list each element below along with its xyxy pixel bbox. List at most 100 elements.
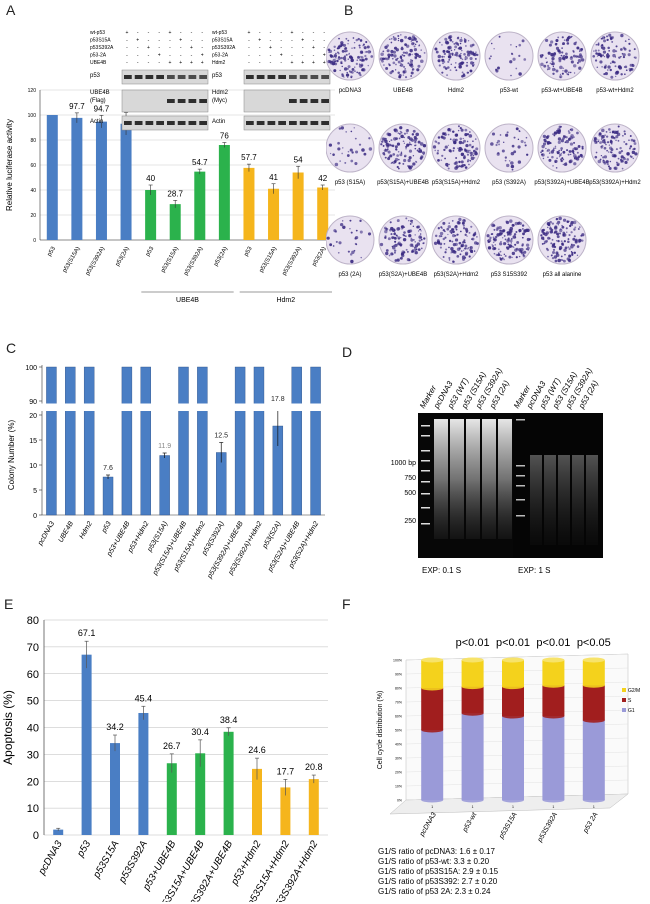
y-tick-label: 5 [33,488,37,495]
colony [468,231,471,234]
colony [461,257,466,261]
colony [569,142,574,146]
colony [505,133,509,137]
colony [414,251,418,255]
colony [557,258,561,263]
legend-label: G1 [628,708,635,714]
bar-segment-g1-pcdna3 [421,730,444,800]
colony [572,54,576,58]
colony [386,44,390,47]
colony [414,141,417,144]
colony [565,38,570,42]
colony [350,159,354,163]
colony [459,127,462,130]
bar-p53-s2a-hdm2 [310,366,321,516]
colony [572,64,577,68]
colony [621,167,624,170]
colony [452,147,456,150]
colony [326,236,330,240]
blot-sign: + [158,53,161,59]
colony [395,63,397,66]
colony [493,238,497,242]
colony [513,233,517,236]
panel-letter-e: E [4,596,14,612]
colony [494,235,498,239]
colony [581,233,585,237]
blot-band [145,121,154,125]
colony [348,70,351,72]
y-axis-label: Relative luciferase activity [5,119,14,211]
colony [608,167,612,170]
colony [617,125,620,128]
colony [385,149,388,152]
colony [437,142,440,145]
colony [510,151,515,156]
colony [554,230,558,234]
colony [558,50,562,54]
colony [564,69,568,73]
blot-sign: - [280,30,282,36]
colony [456,233,459,236]
colony [543,139,545,141]
blot-band-label: Hdm2 [212,90,229,96]
gel-lane-smear [450,419,464,539]
colony [571,149,575,153]
colony [403,142,405,144]
blot-row-label: p53S15A [90,38,111,44]
colony [418,235,422,239]
colony [558,246,563,250]
colony [569,224,572,227]
colony [403,158,407,163]
blot-row-label: p53-2A [212,53,229,59]
blot-row-label: wt-p53 [90,30,105,36]
colony [405,128,409,133]
bar-top [421,657,444,663]
colony [563,54,566,57]
colony [464,128,468,132]
colony [573,141,576,144]
colony [457,147,459,149]
blot-band [134,121,143,125]
colony [351,151,354,154]
colony [508,160,511,162]
colony [593,50,595,52]
colony [520,251,524,255]
bar-segment-s-p53s15a [502,686,524,716]
colony [470,151,474,156]
colony [577,228,580,230]
colony [473,250,476,252]
colony [370,55,374,58]
p-value-label: p<0.01 [536,637,570,649]
blot-band [278,75,286,79]
colony [444,236,447,239]
colony [632,157,634,160]
bar-segment-g1-p53s392a [542,716,565,800]
colony [462,224,465,227]
plate-label: p53-wt+Hdm2 [596,88,634,94]
colony [515,247,519,251]
bar-p53-s392a-ube4b [234,366,246,516]
colony [570,134,574,138]
colony [388,254,391,257]
colony [464,56,468,60]
colony [623,156,625,159]
blot-sign: - [313,30,315,36]
x-tick-label: p53(S392A) [85,246,106,277]
colony [345,53,348,56]
colony [460,52,462,55]
colony [416,149,419,152]
blot-sign: - [137,53,139,59]
colony [515,127,519,131]
colony [557,140,561,144]
colony [549,226,551,228]
colony [615,50,618,53]
colony [603,146,607,150]
colony [423,237,426,240]
colony [600,44,604,48]
blot-band [167,75,175,79]
colony [361,68,364,72]
colony [398,73,402,78]
colony [353,41,356,44]
blot-band-label: (Myc) [212,98,227,104]
colony [488,57,491,60]
